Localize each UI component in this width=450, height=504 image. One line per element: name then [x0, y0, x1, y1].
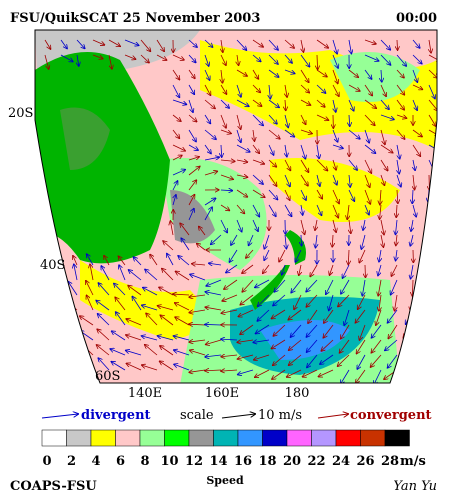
wind-arrow: [42, 279, 45, 295]
scale-label: scale: [180, 408, 214, 423]
wind-arrow: [420, 295, 429, 308]
wind-arrow: [205, 324, 221, 325]
wind-arrow: [417, 370, 429, 380]
colorbar-tick: 16: [234, 454, 252, 469]
colorbar-tick: 4: [91, 454, 100, 469]
wind-arrow: [51, 283, 61, 295]
scale-value: 10 m/s: [258, 408, 302, 423]
colorbar-tick: 6: [116, 454, 125, 469]
colorbar-swatch: [238, 430, 263, 446]
colorbar-swatch: [91, 430, 116, 446]
colorbar-tick: 26: [356, 454, 374, 469]
wind-arrow: [424, 355, 429, 370]
divergent-arrow: [42, 414, 78, 418]
colorbar-tick: 8: [140, 454, 149, 469]
scale-arrow: [222, 414, 255, 418]
colorbar-swatch: [189, 430, 214, 446]
time: 00:00: [396, 11, 437, 26]
lon-label: 160E: [205, 386, 239, 401]
wind-arrow: [426, 265, 429, 277]
footer-left: COAPS-FSU: [10, 479, 97, 494]
wind-arrow: [57, 295, 61, 310]
wind-arrow: [397, 40, 398, 50]
lon-label: 180: [285, 386, 310, 401]
map: [35, 30, 441, 385]
wind-arrow: [429, 250, 430, 264]
divergent-label: divergent: [81, 408, 151, 423]
wind-arrow: [426, 220, 429, 232]
lon-label: 140E: [128, 386, 162, 401]
colorbar-tick: 20: [283, 454, 301, 469]
colorbar-swatch: [42, 430, 67, 446]
wind-arrow: [52, 312, 61, 325]
colorbar-swatch: [140, 430, 165, 446]
colorbar-swatch: [67, 430, 92, 446]
colorbar-tick: 24: [332, 454, 350, 469]
wind-arrow: [65, 315, 77, 325]
title: FSU/QuikSCAT 25 November 2003: [10, 11, 260, 26]
colorbar-tick: 18: [258, 454, 276, 469]
colorbar-swatch: [287, 430, 312, 446]
colorbar-tick: 14: [209, 454, 227, 469]
footer-center: Speed: [206, 474, 244, 487]
colorbar-tick: 2: [67, 454, 76, 469]
colorbar-tick: 22: [307, 454, 325, 469]
wind-arrow: [36, 312, 45, 325]
lat-label: 60S: [95, 369, 120, 384]
colorbar-swatch: [165, 430, 190, 446]
colorbar-tick: 12: [185, 454, 203, 469]
wind-arrow: [405, 340, 413, 354]
colorbar-swatch: [312, 430, 337, 446]
wind-arrow: [35, 357, 45, 370]
colorbar-tick: 28: [381, 454, 399, 469]
wind-arrow: [36, 342, 45, 355]
colorbar-tick: 0: [42, 454, 51, 469]
wind-arrow: [69, 326, 77, 340]
wind-arrow: [424, 310, 429, 325]
lat-label: 20S: [8, 106, 33, 121]
wind-arrow: [48, 361, 61, 370]
colorbar-swatch: [214, 430, 239, 446]
convergent-arrow: [318, 414, 348, 418]
colorbar-unit: m/s: [400, 454, 426, 469]
colorbar-swatch: [263, 430, 288, 446]
wind-arrow: [66, 343, 77, 355]
wind-arrow: [79, 363, 93, 370]
lat-label: 40S: [40, 258, 65, 273]
wind-arrow: [429, 235, 431, 246]
convergent-label: convergent: [350, 408, 432, 423]
wind-arrow: [424, 325, 429, 340]
wind-arrow: [48, 345, 61, 355]
colorbar-swatch: [336, 430, 361, 446]
wind-arrow: [66, 358, 77, 370]
wind-arrow: [419, 340, 429, 353]
wind-arrow: [42, 294, 45, 310]
colorbar-swatch: [116, 430, 141, 446]
wind-arrow: [54, 326, 61, 340]
colorbar-swatch: [361, 430, 386, 446]
footer-right: Yan Yu: [393, 479, 437, 494]
wind-arrow: [408, 355, 413, 370]
wind-arrow: [407, 370, 413, 385]
colorbar-swatch: [385, 430, 410, 446]
colorbar-tick: 10: [160, 454, 178, 469]
wind-arrow: [36, 327, 45, 340]
